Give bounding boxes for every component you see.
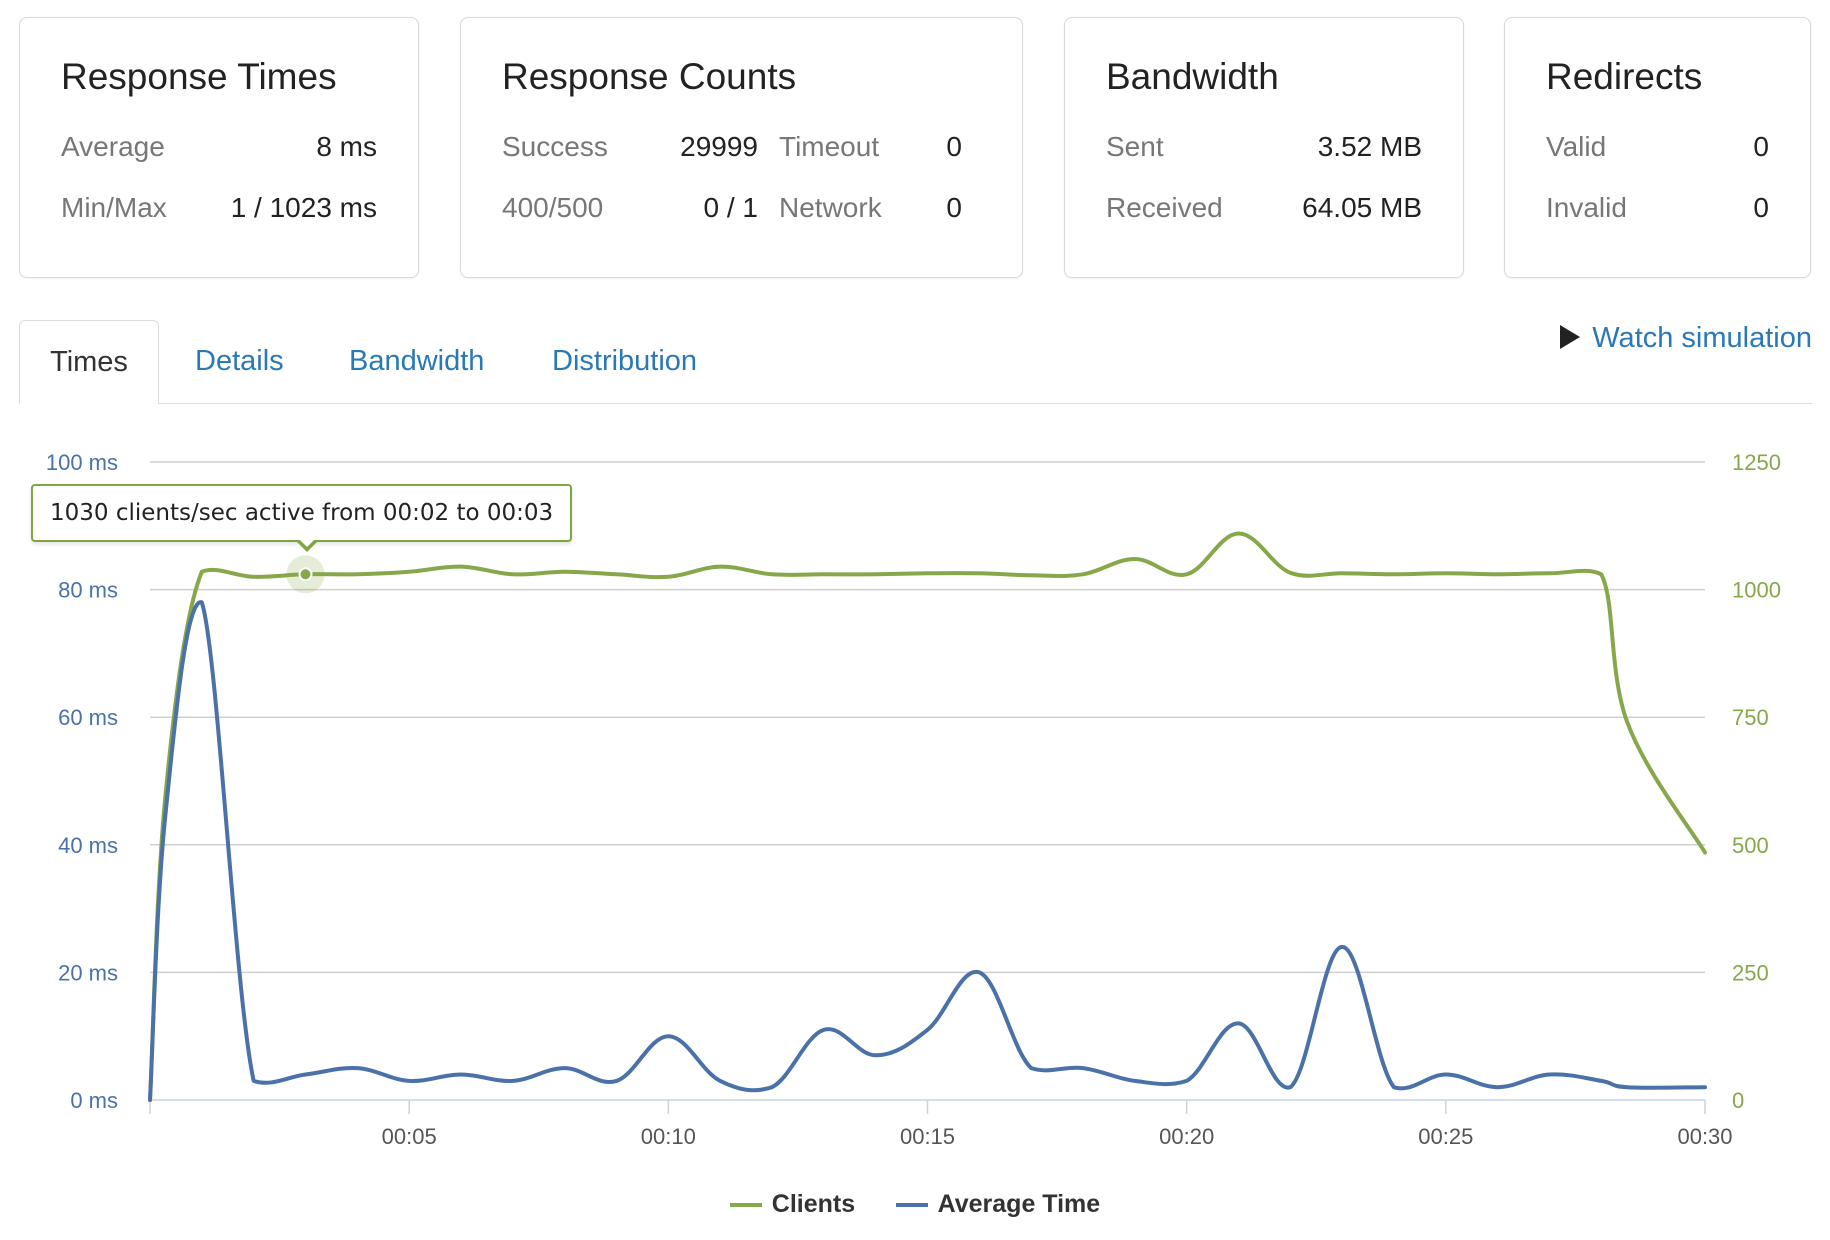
chart-series bbox=[148, 531, 1707, 1102]
left-axis-tick-label: 0 ms bbox=[70, 1088, 118, 1113]
card-title: Bandwidth bbox=[1106, 56, 1279, 97]
right-axis-tick-label: 0 bbox=[1732, 1088, 1744, 1113]
series-line-clients bbox=[148, 531, 1707, 1102]
legend-item-average-time[interactable]: Average Time bbox=[895, 1190, 1101, 1219]
card-title: Response Times bbox=[61, 56, 337, 97]
right-axis-tick-label: 500 bbox=[1732, 833, 1769, 858]
invalid-value: 0 bbox=[1753, 192, 1769, 223]
tab-details[interactable]: Details bbox=[195, 345, 284, 377]
right-axis-tick-label: 1250 bbox=[1732, 450, 1781, 475]
x-axis-tick-label: 00:30 bbox=[1677, 1124, 1732, 1149]
legend-label-average-time: Average Time bbox=[937, 1190, 1101, 1218]
sent-value: 3.52 MB bbox=[1317, 131, 1422, 162]
hover-point bbox=[298, 567, 313, 582]
times-chart: 0 ms 20 ms 40 ms 60 ms 80 ms 100 ms 0 250 500 750… bbox=[46, 450, 1781, 1149]
minmax-label: Min/Max bbox=[61, 192, 167, 223]
redirects-card: Redirects Valid 0 Invalid 0 bbox=[1504, 17, 1811, 278]
series-line-average-time bbox=[148, 600, 1707, 1102]
card-title: Redirects bbox=[1546, 56, 1703, 97]
valid-label: Valid bbox=[1546, 131, 1607, 162]
tooltip-arrow-inner bbox=[299, 539, 315, 547]
watch-simulation-label: Watch simulation bbox=[1592, 322, 1812, 354]
chart-marks bbox=[286, 555, 325, 594]
received-label: Received bbox=[1106, 192, 1223, 223]
success-value: 29999 bbox=[680, 131, 758, 162]
x-axis-tick-label: 00:10 bbox=[641, 1124, 696, 1149]
play-icon bbox=[1560, 325, 1581, 349]
right-axis-tick-label: 1000 bbox=[1732, 578, 1781, 603]
x-axis-tick-label: 00:15 bbox=[900, 1124, 955, 1149]
tab-bar-divider bbox=[19, 403, 1812, 404]
chart-grid bbox=[150, 461, 1705, 974]
legend-label-clients: Clients bbox=[771, 1190, 856, 1218]
sent-label: Sent bbox=[1106, 131, 1164, 162]
timeout-value: 0 bbox=[946, 131, 962, 162]
tab-distribution[interactable]: Distribution bbox=[552, 345, 698, 377]
network-label: Network bbox=[779, 192, 882, 223]
minmax-value: 1 / 1023 ms bbox=[230, 192, 377, 223]
watch-simulation-link[interactable]: Watch simulation bbox=[1560, 322, 1812, 355]
left-axis-tick-label: 80 ms bbox=[58, 578, 118, 603]
x-axis-tick-label: 00:05 bbox=[382, 1124, 437, 1149]
errors-value: 0 / 1 bbox=[703, 192, 758, 223]
left-axis-tick-label: 40 ms bbox=[58, 833, 118, 858]
chart-tooltip: 1030 clients/sec active from 00:02 to 00… bbox=[31, 484, 573, 542]
response-times-card: Response Times Average 8 ms Min/Max 1 / … bbox=[19, 17, 419, 278]
received-value: 64.05 MB bbox=[1302, 192, 1422, 223]
bandwidth-card: Bandwidth Sent 3.52 MB Received 64.05 MB bbox=[1064, 17, 1464, 278]
card-title: Response Counts bbox=[502, 56, 797, 97]
x-axis-tick-label: 00:20 bbox=[1159, 1124, 1214, 1149]
chart-axes: 0 ms 20 ms 40 ms 60 ms 80 ms 100 ms 0 250 500 750… bbox=[46, 450, 1781, 1149]
right-axis-tick-label: 750 bbox=[1732, 705, 1769, 730]
response-counts-card: Response Counts Success 29999 Timeout 0 … bbox=[460, 17, 1023, 278]
x-axis-tick-label: 00:25 bbox=[1418, 1124, 1473, 1149]
legend-item-clients[interactable]: Clients bbox=[729, 1190, 856, 1219]
left-axis-tick-label: 100 ms bbox=[46, 450, 118, 475]
network-value: 0 bbox=[946, 192, 962, 223]
right-axis-tick-label: 250 bbox=[1732, 960, 1769, 985]
errors-label: 400/500 bbox=[502, 192, 604, 223]
chart-legend: Clients Average Time bbox=[0, 1190, 1830, 1219]
invalid-label: Invalid bbox=[1546, 192, 1627, 223]
left-axis-tick-label: 20 ms bbox=[58, 960, 118, 985]
average-value: 8 ms bbox=[316, 131, 377, 162]
left-axis-tick-label: 60 ms bbox=[58, 705, 118, 730]
success-label: Success bbox=[502, 131, 608, 162]
tab-times[interactable]: Times bbox=[19, 320, 159, 405]
legend-swatch-average-time bbox=[895, 1203, 928, 1208]
valid-value: 0 bbox=[1753, 131, 1769, 162]
tab-bandwidth[interactable]: Bandwidth bbox=[349, 345, 485, 377]
timeout-label: Timeout bbox=[779, 131, 880, 162]
legend-swatch-clients bbox=[729, 1203, 762, 1208]
average-label: Average bbox=[61, 131, 165, 162]
